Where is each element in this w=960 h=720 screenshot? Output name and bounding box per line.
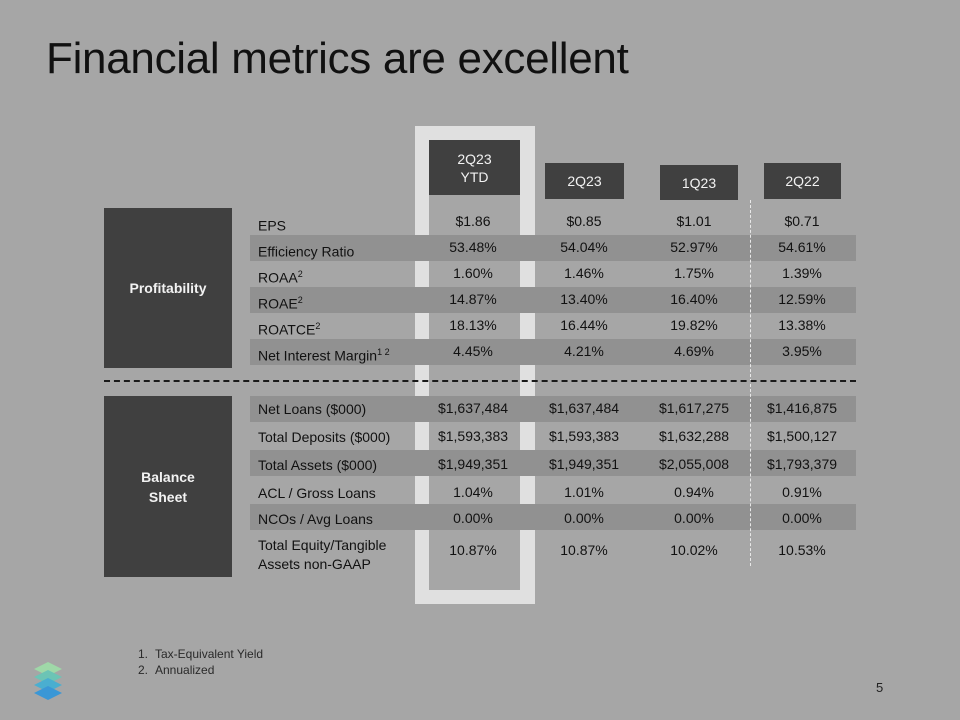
row-label: Net Interest Margin1 2	[258, 347, 390, 364]
cell-q2-23: $1,949,351	[548, 456, 620, 472]
column-header-2q22: 2Q22	[764, 163, 841, 199]
column-header-2q23-ytd: 2Q23 YTD	[429, 140, 520, 195]
section-profitability: Profitability	[104, 208, 232, 368]
row-label: Efficiency Ratio	[258, 243, 355, 260]
cell-q2-23: 4.21%	[564, 343, 604, 359]
column-divider	[750, 200, 751, 566]
cell-q2-23: 54.04%	[560, 239, 608, 255]
cell-ytd: $1,949,351	[437, 456, 509, 472]
row-stripe	[250, 450, 856, 476]
cell-ytd: 4.45%	[453, 343, 493, 359]
row-label: EPS	[258, 217, 287, 234]
footnote-ref: 2	[315, 321, 321, 331]
cell-q2-23: 1.46%	[564, 265, 604, 281]
section-balance-sheet: Balance Sheet	[104, 396, 232, 577]
cell-q1-23: $1,617,275	[658, 400, 730, 416]
cell-q2-23: 10.87%	[560, 542, 608, 558]
cell-q2-22: 13.38%	[778, 317, 826, 333]
cell-q2-23: $1,593,383	[548, 428, 620, 444]
footnote-1: 1. Tax-Equivalent Yield	[138, 647, 264, 661]
row-stripe	[250, 339, 856, 365]
stacked-layers-icon	[34, 662, 62, 700]
row-label: NCOs / Avg Loans	[258, 511, 373, 527]
cell-q2-22: 1.39%	[782, 265, 822, 281]
cell-q2-22: $1,793,379	[766, 456, 838, 472]
row-stripe	[250, 396, 856, 422]
cell-ytd: 14.87%	[449, 291, 497, 307]
cell-q2-22: 3.95%	[782, 343, 822, 359]
cell-q2-23: $0.85	[566, 213, 602, 229]
row-label: ACL / Gross Loans	[258, 485, 376, 501]
cell-ytd: $1,593,383	[437, 428, 509, 444]
cell-q1-23: 16.40%	[670, 291, 718, 307]
cell-q2-22: 12.59%	[778, 291, 826, 307]
cell-q1-23: 4.69%	[674, 343, 714, 359]
column-header-1q23: 1Q23	[660, 165, 738, 200]
row-label: Net Loans ($000)	[258, 401, 367, 417]
cell-q2-22: $1,500,127	[766, 428, 838, 444]
footnote-2: 2. Annualized	[138, 663, 215, 677]
cell-ytd: 1.04%	[453, 484, 493, 500]
cell-q2-22: 54.61%	[778, 239, 826, 255]
cell-q1-23: 10.02%	[670, 542, 718, 558]
row-label: Total Equity/Tangible Assets non-GAAP	[258, 537, 387, 572]
cell-ytd: 53.48%	[449, 239, 497, 255]
cell-q2-22: $0.71	[784, 213, 820, 229]
footnote-ref: 2	[297, 295, 303, 305]
cell-q2-23: 13.40%	[560, 291, 608, 307]
footnote-ref: 1 2	[377, 347, 390, 357]
cell-q1-23: 0.00%	[674, 510, 714, 526]
cell-ytd: 18.13%	[449, 317, 497, 333]
cell-q1-23: $2,055,008	[658, 456, 730, 472]
cell-ytd: 1.60%	[453, 265, 493, 281]
cell-q1-23: 19.82%	[670, 317, 718, 333]
row-label: ROAA2	[258, 269, 303, 286]
cell-ytd: 0.00%	[453, 510, 493, 526]
cell-q1-23: 52.97%	[670, 239, 718, 255]
cell-q2-22: 0.91%	[782, 484, 822, 500]
cell-ytd: $1.86	[455, 213, 491, 229]
row-stripe	[250, 504, 856, 530]
row-stripe	[250, 235, 856, 261]
cell-q1-23: 0.94%	[674, 484, 714, 500]
row-label: Total Assets ($000)	[258, 457, 378, 473]
cell-q2-23: 0.00%	[564, 510, 604, 526]
cell-q2-22: 0.00%	[782, 510, 822, 526]
cell-ytd: 10.87%	[449, 542, 497, 558]
cell-q2-23: $1,637,484	[548, 400, 620, 416]
footnote-ref: 2	[297, 269, 303, 279]
cell-q2-23: 1.01%	[564, 484, 604, 500]
cell-q1-23: 1.75%	[674, 265, 714, 281]
row-label: ROAE2	[258, 295, 303, 312]
cell-ytd: $1,637,484	[437, 400, 509, 416]
cell-q2-22: 10.53%	[778, 542, 826, 558]
cell-q2-23: 16.44%	[560, 317, 608, 333]
row-label: Total Deposits ($000)	[258, 429, 391, 445]
row-label: ROATCE2	[258, 321, 321, 338]
row-stripe	[250, 287, 856, 313]
footnotes: 1. Tax-Equivalent Yield 2. Annualized	[138, 646, 263, 678]
cell-q1-23: $1,632,288	[658, 428, 730, 444]
cell-q1-23: $1.01	[676, 213, 712, 229]
section-balance-sheet-label: Balance Sheet	[141, 468, 195, 505]
page-number: 5	[876, 680, 884, 695]
column-header-2q23: 2Q23	[545, 163, 624, 199]
slide-title: Financial metrics are excellent	[46, 34, 629, 83]
cell-q2-22: $1,416,875	[766, 400, 838, 416]
section-divider	[104, 380, 856, 382]
